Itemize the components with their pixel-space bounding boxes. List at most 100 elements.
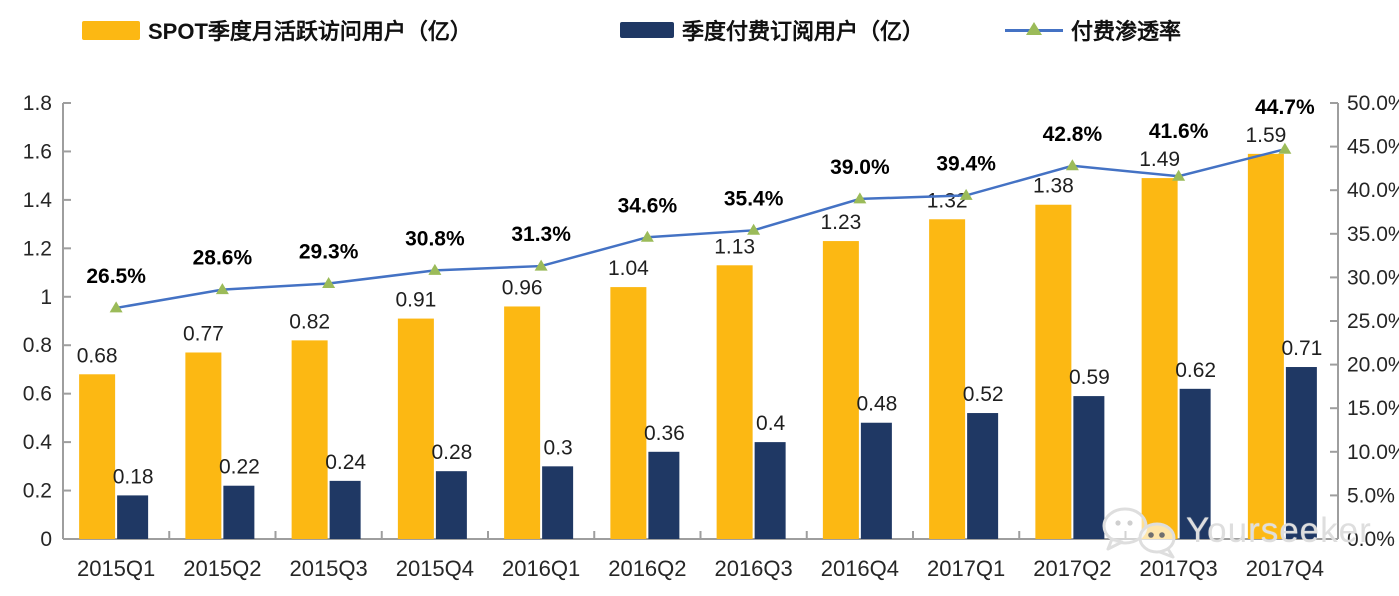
right-axis-tick-label: 5.0%: [1347, 484, 1395, 507]
mau-bar-2016Q2: [610, 287, 647, 539]
mau-bar-2017Q2: [1035, 204, 1072, 539]
mau-bar-2015Q3: [291, 340, 328, 539]
penetration-rate-marker: [322, 277, 336, 289]
mau-bar-label: 1.04: [608, 257, 649, 280]
left-axis-tick-label: 1.4: [23, 189, 53, 212]
right-axis-tick-label: 40.0%: [1347, 179, 1399, 202]
mau-bar-2015Q1: [79, 374, 116, 539]
subscriber-bar-label: 0.71: [1281, 337, 1322, 360]
right-axis-tick-label: 35.0%: [1347, 223, 1399, 246]
penetration-rate-legend-swatch: [1005, 20, 1063, 40]
right-axis-tick-label: 0.0%: [1347, 528, 1395, 551]
subscriber-bar-label: 0.62: [1175, 359, 1216, 382]
triangle-marker-icon: [1026, 22, 1042, 35]
penetration-rate-marker: [215, 283, 229, 295]
x-axis-category-label: 2016Q3: [714, 556, 792, 581]
mau-legend-swatch: [82, 20, 140, 40]
subscriber-bar-label: 0.24: [325, 451, 366, 474]
subscriber-bar-2015Q3: [329, 480, 361, 539]
x-axis-category-label: 2017Q2: [1033, 556, 1111, 581]
penetration-rate-label: 39.0%: [830, 156, 890, 179]
subscriber-bar-label: 0.18: [113, 465, 154, 488]
penetration-rate-label: 31.3%: [511, 223, 571, 246]
penetration-rate-marker: [747, 223, 761, 235]
mau-bar-2017Q4: [1247, 153, 1284, 539]
penetration-rate-marker: [109, 301, 123, 313]
mau-bar-2015Q2: [185, 352, 222, 539]
subscriber-bar-label: 0.22: [219, 456, 260, 479]
subscriber-bar-2016Q2: [648, 451, 680, 539]
mau-bar-label: 0.96: [502, 276, 543, 299]
mau-bar-label: 0.82: [289, 310, 330, 333]
mau-legend-label: SPOT季度月活跃访问用户（亿）: [148, 19, 472, 44]
subscriber-bar-2017Q2: [1073, 396, 1105, 539]
subscriber-bar-2015Q2: [223, 485, 255, 539]
left-axis-tick-label: 1.2: [23, 237, 52, 260]
subscriber-bar-label: 0.36: [644, 422, 685, 445]
subscriber-bar-2016Q4: [860, 422, 892, 539]
x-axis-category-label: 2016Q4: [821, 556, 899, 581]
subscriber-bar-label: 0.59: [1069, 366, 1110, 389]
penetration-rate-label: 26.5%: [86, 265, 146, 288]
x-axis-category-label: 2017Q3: [1139, 556, 1217, 581]
mau-bar-2016Q3: [716, 265, 753, 539]
mau-bar-label: 1.23: [820, 211, 861, 234]
x-axis-category-label: 2016Q1: [502, 556, 580, 581]
penetration-rate-label: 42.8%: [1043, 123, 1103, 146]
subscriber-bar-2015Q4: [435, 471, 467, 539]
mau-bar-label: 1.49: [1139, 148, 1180, 171]
subscriber-bar-2015Q1: [117, 495, 149, 539]
subscriber-bar-2017Q4: [1285, 367, 1317, 539]
mau-bar-2015Q4: [397, 318, 434, 539]
right-axis-tick-label: 10.0%: [1347, 441, 1399, 464]
x-axis-category-label: 2016Q2: [608, 556, 686, 581]
penetration-rate-marker: [853, 192, 867, 204]
mau-bar-2016Q4: [822, 241, 859, 540]
mau-bar-2016Q1: [504, 306, 541, 539]
subscriber-bar-2017Q1: [967, 413, 999, 539]
right-axis-tick-label: 15.0%: [1347, 397, 1399, 420]
penetration-rate-label: 44.7%: [1255, 96, 1315, 119]
subscriber-bar-label: 0.28: [431, 441, 472, 464]
right-axis-tick-label: 50.0%: [1347, 92, 1399, 115]
left-axis-tick-label: 1.6: [23, 140, 52, 163]
penetration-rate-legend-label: 付费渗透率: [1071, 19, 1182, 44]
subscriber-bar-label: 0.52: [963, 383, 1004, 406]
x-axis-category-label: 2015Q3: [289, 556, 367, 581]
penetration-rate-label: 34.6%: [618, 194, 678, 217]
penetration-rate-marker: [428, 263, 442, 275]
x-axis-category-label: 2015Q2: [183, 556, 261, 581]
right-axis-tick-label: 45.0%: [1347, 136, 1399, 159]
penetration-rate-marker: [534, 259, 548, 271]
subscriber-bar-label: 0.48: [856, 393, 897, 416]
mau-bar-label: 0.77: [183, 322, 224, 345]
left-axis-tick-label: 0.6: [23, 383, 52, 406]
mau-bar-label: 1.38: [1033, 175, 1074, 198]
left-axis-tick-label: 0.8: [23, 334, 52, 357]
subscriber-bar-2017Q3: [1179, 388, 1211, 539]
left-axis-tick-label: 0.2: [23, 480, 52, 503]
legend-item-mau: SPOT季度月活跃访问用户（亿）: [82, 14, 472, 46]
penetration-rate-marker: [640, 230, 654, 242]
mau-bar-label: 0.91: [395, 289, 436, 312]
penetration-rate-label: 35.4%: [724, 187, 784, 210]
penetration-rate-label: 30.8%: [405, 227, 465, 250]
penetration-rate-label: 28.6%: [193, 247, 253, 270]
mau-bar-label: 1.32: [927, 189, 968, 212]
penetration-rate-marker: [959, 188, 973, 200]
subscribers-legend-swatch: [620, 22, 674, 38]
x-axis-category-label: 2015Q4: [396, 556, 474, 581]
right-axis-tick-label: 25.0%: [1347, 310, 1399, 333]
right-axis-tick-label: 30.0%: [1347, 266, 1399, 289]
penetration-rate-marker: [1278, 142, 1292, 154]
legend-item-penetration-rate: 付费渗透率: [1005, 14, 1181, 46]
mau-bar-2017Q3: [1141, 178, 1178, 540]
mau-bar-label: 0.68: [77, 344, 118, 367]
penetration-rate-marker: [1065, 159, 1079, 171]
subscriber-bar-label: 0.3: [544, 436, 573, 459]
left-axis-tick-label: 0: [40, 528, 52, 551]
penetration-rate-line: [115, 148, 1286, 310]
subscribers-legend-label: 季度付费订阅用户（亿）: [682, 19, 925, 44]
